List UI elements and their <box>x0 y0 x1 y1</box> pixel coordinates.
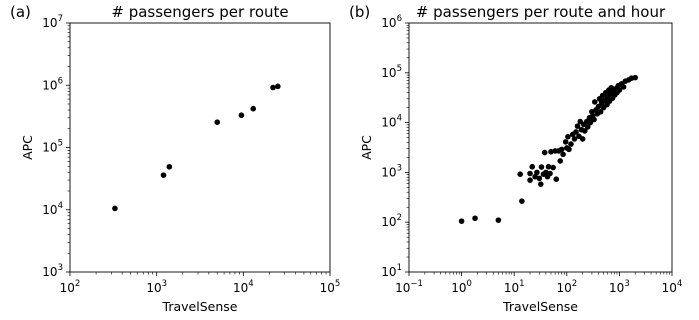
y-tick-label: 103 <box>42 263 63 279</box>
y-tick-label: 102 <box>381 213 402 229</box>
data-point <box>536 175 543 182</box>
data-point <box>275 83 281 90</box>
x-tick-label: 103 <box>146 279 167 295</box>
data-point <box>571 136 578 142</box>
y-axis-label: APC <box>359 135 374 160</box>
x-tick-label: 101 <box>504 279 525 295</box>
data-point <box>560 151 566 158</box>
plot-area <box>408 22 673 273</box>
data-point <box>529 163 536 170</box>
data-point <box>597 108 604 115</box>
data-point <box>568 141 574 147</box>
y-tick-label: 107 <box>42 14 63 30</box>
data-point <box>595 103 602 110</box>
x-tick-label: 104 <box>662 279 683 295</box>
data-point <box>458 218 465 224</box>
x-tick-label: 105 <box>320 279 341 295</box>
plot-area <box>69 22 331 273</box>
data-point <box>565 133 571 140</box>
data-point <box>472 215 478 222</box>
data-point <box>601 97 608 104</box>
data-point <box>591 116 597 123</box>
data-point <box>574 123 581 129</box>
data-point <box>589 108 595 115</box>
y-tick-label: 101 <box>381 263 402 279</box>
y-tick-label: 104 <box>381 114 402 130</box>
data-point <box>587 119 594 126</box>
data-point <box>527 170 533 177</box>
y-axis-label: APC <box>20 135 35 160</box>
data-point <box>553 176 560 183</box>
data-point <box>548 148 554 155</box>
data-point <box>579 136 586 142</box>
data-point <box>160 172 167 178</box>
data-point <box>545 163 552 170</box>
data-point <box>270 84 276 91</box>
data-point <box>562 139 569 145</box>
data-point <box>112 205 118 212</box>
data-point <box>557 158 564 164</box>
data-points <box>112 83 281 212</box>
data-point <box>495 217 502 223</box>
x-tick-label: 102 <box>60 279 81 295</box>
chart-panel-b: 10−1 100 101 102 103 104 101 102 103 104 105 106 Tra… <box>349 3 682 314</box>
data-point <box>166 163 173 170</box>
y-tick-label: 106 <box>42 76 63 92</box>
data-point <box>566 146 572 153</box>
data-point <box>620 84 627 90</box>
x-tick-label: 102 <box>556 279 577 295</box>
panel-label: (a) <box>10 3 31 21</box>
data-point <box>550 164 556 171</box>
chart-panel-a: 102 103 104 105103104105106107TravelSenseAP… <box>10 3 340 314</box>
data-point <box>519 198 525 204</box>
panel-label: (b) <box>349 3 370 21</box>
y-tick-label: 103 <box>381 163 402 179</box>
data-point <box>541 149 548 156</box>
y-tick-label: 106 <box>381 14 402 30</box>
y-tick-label: 105 <box>42 139 63 155</box>
data-point <box>558 146 565 153</box>
data-point <box>547 170 553 177</box>
data-points <box>458 74 639 224</box>
data-point <box>616 87 623 93</box>
x-tick-label: 103 <box>609 279 630 295</box>
y-tick-label: 105 <box>381 64 402 80</box>
y-tick-label: 104 <box>42 201 63 217</box>
data-point <box>527 177 533 183</box>
data-point <box>534 169 540 176</box>
x-tick-label: 100 <box>451 279 472 295</box>
x-axis-label: TravelSense <box>162 299 238 314</box>
data-point <box>582 128 588 134</box>
data-point <box>214 119 221 125</box>
data-point <box>573 129 579 135</box>
data-point <box>238 112 245 119</box>
chart-title: # passengers per route <box>111 3 288 21</box>
x-tick-label: 10−1 <box>395 279 423 295</box>
data-point <box>538 164 545 170</box>
x-tick-label: 104 <box>233 279 254 295</box>
data-point <box>250 105 257 112</box>
data-point <box>517 171 523 178</box>
chart-title: # passengers per route and hour <box>416 3 666 21</box>
data-point <box>584 124 591 130</box>
data-point <box>632 74 639 81</box>
data-point <box>537 181 544 187</box>
data-point <box>591 99 598 105</box>
x-axis-label: TravelSense <box>502 299 578 314</box>
